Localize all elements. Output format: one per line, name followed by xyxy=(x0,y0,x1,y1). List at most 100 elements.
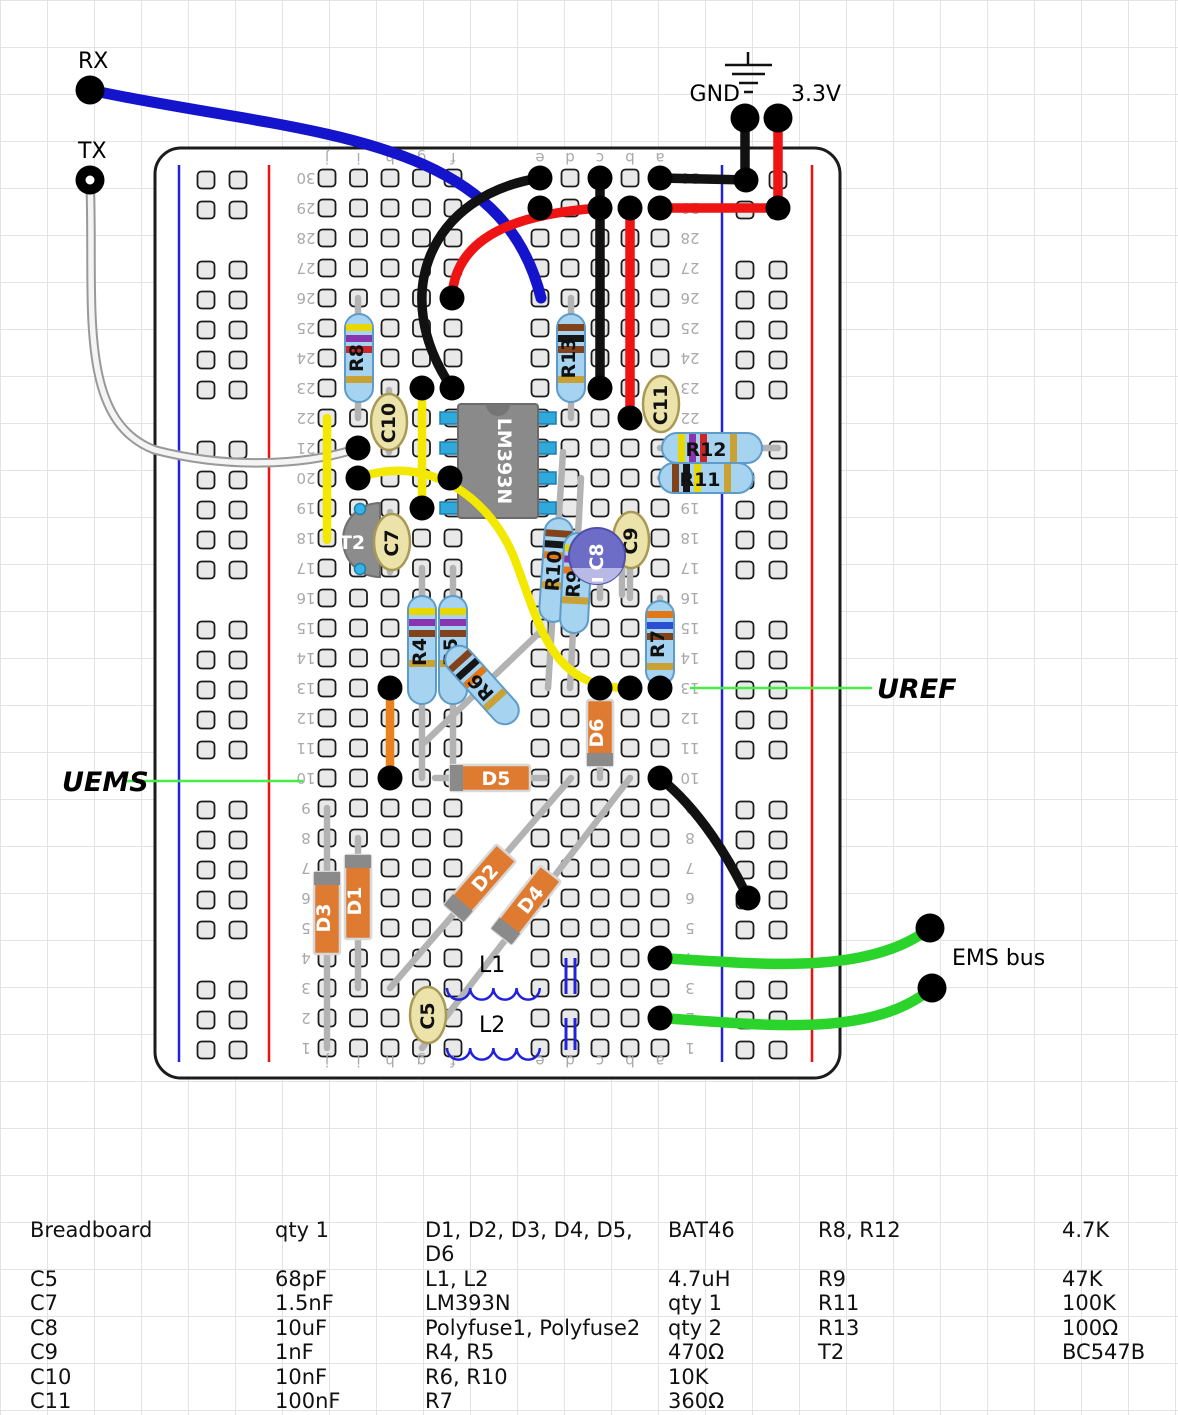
rail-hole[interactable] xyxy=(735,680,755,700)
tx-wire[interactable] xyxy=(87,177,361,466)
ems-pad-1[interactable] xyxy=(915,913,945,943)
resistor-r11[interactable]: R11 xyxy=(658,462,754,494)
breadboard-hole[interactable] xyxy=(650,348,670,368)
rail-hole[interactable] xyxy=(228,260,248,280)
rail-hole[interactable] xyxy=(228,350,248,370)
rail-hole[interactable] xyxy=(768,500,788,520)
diode-d6[interactable]: D6 xyxy=(585,698,615,768)
yellow-curve-wire[interactable] xyxy=(353,466,633,693)
breadboard-hole[interactable] xyxy=(380,648,400,668)
rail-hole[interactable] xyxy=(768,380,788,400)
breadboard-hole[interactable] xyxy=(650,978,670,998)
rx-pad[interactable] xyxy=(75,75,105,105)
breadboard-hole[interactable] xyxy=(349,198,368,218)
rail-hole[interactable] xyxy=(196,170,216,190)
breadboard-hole[interactable] xyxy=(380,798,400,818)
breadboard-hole[interactable] xyxy=(443,528,463,548)
rail-hole[interactable] xyxy=(768,650,788,670)
rail-hole[interactable] xyxy=(768,830,788,850)
rail-hole[interactable] xyxy=(196,980,216,1000)
resistor-r4[interactable]: R4 xyxy=(407,595,437,705)
breadboard-hole[interactable] xyxy=(650,318,670,338)
breadboard-hole[interactable] xyxy=(317,708,337,728)
breadboard-hole[interactable] xyxy=(349,678,368,698)
rail-hole[interactable] xyxy=(228,320,248,340)
rail-hole[interactable] xyxy=(768,560,788,580)
breadboard-hole[interactable] xyxy=(590,468,610,488)
rail-hole[interactable] xyxy=(196,650,216,670)
rail-hole[interactable] xyxy=(196,860,216,880)
breadboard-hole[interactable] xyxy=(443,798,463,818)
breadboard-hole[interactable] xyxy=(380,1008,400,1028)
breadboard-hole[interactable] xyxy=(620,438,640,458)
breadboard-hole[interactable] xyxy=(349,738,368,758)
rail-hole[interactable] xyxy=(196,470,216,490)
breadboard-hole[interactable] xyxy=(560,708,580,728)
breadboard-hole[interactable] xyxy=(349,228,368,248)
breadboard-hole[interactable] xyxy=(380,318,400,338)
ems-green-wire-1[interactable] xyxy=(654,922,936,970)
rail-hole[interactable] xyxy=(735,620,755,640)
breadboard-hole[interactable] xyxy=(317,318,337,338)
rail-hole[interactable] xyxy=(768,260,788,280)
breadboard-hole[interactable] xyxy=(349,1038,368,1058)
breadboard-hole[interactable] xyxy=(560,828,580,848)
breadboard-hole[interactable] xyxy=(620,1038,640,1058)
breadboard-hole[interactable] xyxy=(590,438,610,458)
breadboard-hole[interactable] xyxy=(380,198,400,218)
breadboard-hole[interactable] xyxy=(650,798,670,818)
breadboard-hole[interactable] xyxy=(380,948,400,968)
breadboard-hole[interactable] xyxy=(560,228,580,248)
breadboard-hole[interactable] xyxy=(530,828,550,848)
breadboard-hole[interactable] xyxy=(412,858,431,878)
rail-hole[interactable] xyxy=(196,680,216,700)
breadboard-hole[interactable] xyxy=(443,348,463,368)
rx-wire[interactable] xyxy=(84,84,547,304)
rail-hole[interactable] xyxy=(768,620,788,640)
breadboard-hole[interactable] xyxy=(380,858,400,878)
breadboard-hole[interactable] xyxy=(620,888,640,908)
rail-hole[interactable] xyxy=(228,200,248,220)
breadboard-hole[interactable] xyxy=(412,888,431,908)
breadboard-hole[interactable] xyxy=(380,828,400,848)
breadboard-hole[interactable] xyxy=(560,918,580,938)
breadboard-hole[interactable] xyxy=(317,198,337,218)
rail-hole[interactable] xyxy=(735,1040,755,1060)
breadboard-hole[interactable] xyxy=(650,858,670,878)
breadboard-hole[interactable] xyxy=(620,828,640,848)
breadboard-hole[interactable] xyxy=(650,828,670,848)
rail-hole[interactable] xyxy=(228,740,248,760)
black-arc-wire[interactable] xyxy=(417,173,545,393)
rail-hole[interactable] xyxy=(228,170,248,190)
breadboard-hole[interactable] xyxy=(317,228,337,248)
rail-hole[interactable] xyxy=(735,920,755,940)
breadboard-hole[interactable] xyxy=(380,258,400,278)
rail-hole[interactable] xyxy=(196,500,216,520)
breadboard-hole[interactable] xyxy=(650,288,670,308)
breadboard-hole[interactable] xyxy=(317,378,337,398)
breadboard-hole[interactable] xyxy=(380,348,400,368)
breadboard-hole[interactable] xyxy=(650,498,670,518)
breadboard-hole[interactable] xyxy=(317,618,337,638)
capacitor-c7[interactable]: C7 xyxy=(372,512,412,572)
breadboard-hole[interactable] xyxy=(530,648,550,668)
breadboard-hole[interactable] xyxy=(380,1038,400,1058)
rail-hole[interactable] xyxy=(768,290,788,310)
breadboard-hole[interactable] xyxy=(443,858,463,878)
rail-hole[interactable] xyxy=(768,320,788,340)
rail-hole[interactable] xyxy=(735,710,755,730)
resistor-r12[interactable]: R12 xyxy=(661,432,763,464)
rail-hole[interactable] xyxy=(196,620,216,640)
breadboard-hole[interactable] xyxy=(650,1038,670,1058)
breadboard-hole[interactable] xyxy=(650,888,670,908)
breadboard-hole[interactable] xyxy=(349,708,368,728)
black-diagonal-wire[interactable] xyxy=(655,773,753,903)
ems-pad-2[interactable] xyxy=(917,973,947,1003)
rail-hole[interactable] xyxy=(196,320,216,340)
rail-hole[interactable] xyxy=(228,560,248,580)
breadboard-hole[interactable] xyxy=(317,768,337,788)
breadboard-hole[interactable] xyxy=(530,948,550,968)
breadboard-hole[interactable] xyxy=(349,1008,368,1028)
gnd-pad[interactable] xyxy=(730,103,760,133)
rail-hole[interactable] xyxy=(196,800,216,820)
